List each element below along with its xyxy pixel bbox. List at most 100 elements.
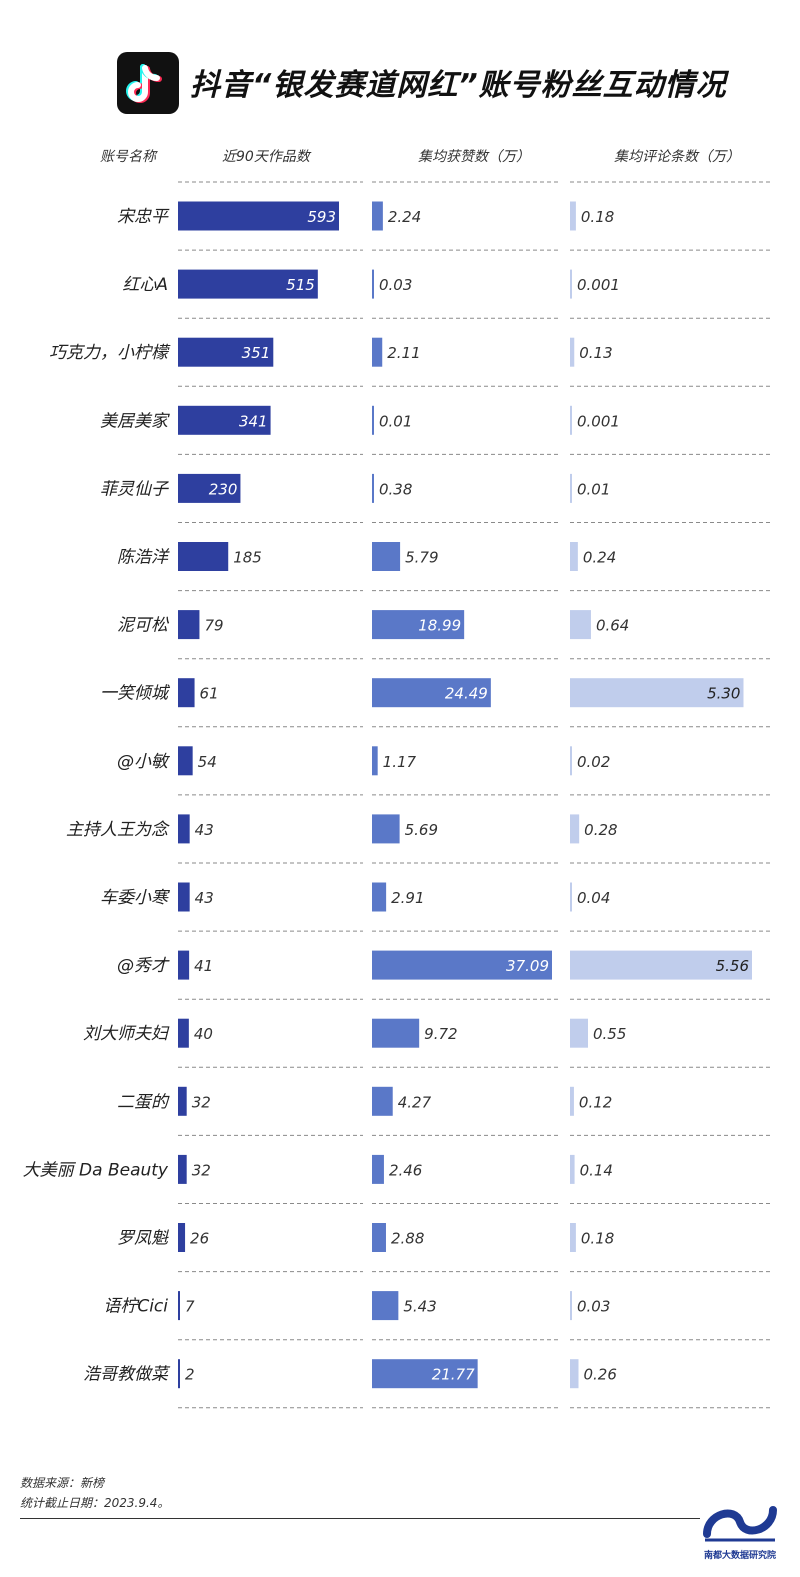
comments-bar	[570, 1223, 576, 1252]
comments-value-label: 0.18	[581, 1230, 614, 1248]
likes-value-label: 24.49	[445, 685, 488, 703]
likes-bar	[372, 473, 374, 503]
comments-value-label: 0.64	[596, 617, 629, 635]
comments-bar	[570, 1086, 574, 1116]
account-name-label: 刘大师夫妇	[83, 1024, 170, 1044]
works-bar	[178, 882, 190, 912]
works-bar	[178, 950, 190, 980]
works-bar	[178, 746, 193, 776]
likes-bar	[372, 1154, 384, 1184]
comments-value-label: 5.30	[707, 685, 740, 703]
chart-title: 抖音“银发赛道网红”账号粉丝互动情况	[190, 68, 727, 103]
tiktok-icon	[117, 52, 179, 114]
account-name-label: 语柠Cici	[103, 1297, 168, 1317]
works-value-label: 515	[286, 276, 315, 294]
account-name-label: 车委小寒	[100, 888, 170, 908]
comments-value-label: 0.02	[577, 753, 610, 771]
account-name-label: 菲灵仙子	[100, 479, 169, 499]
cutoff-date-note: 统计截止日期：2023.9.4。	[20, 1496, 170, 1510]
likes-value-label: 1.17	[383, 753, 417, 771]
works-value-label: 185	[233, 549, 262, 567]
column-header-comments: 集均评论条数（万）	[614, 149, 740, 165]
likes-bar	[372, 1223, 386, 1252]
likes-bar	[372, 1291, 399, 1321]
column-header-works: 近90天作品数	[222, 149, 310, 165]
comments-value-label: 0.01	[577, 480, 610, 498]
likes-bar	[372, 1086, 393, 1116]
comments-value-label: 0.001	[577, 412, 620, 430]
wave-logo-icon	[703, 1506, 777, 1542]
likes-bar	[372, 201, 383, 231]
likes-bar	[372, 269, 374, 299]
works-value-label: 351	[242, 344, 271, 362]
account-name-label: 主持人王为念	[66, 820, 170, 840]
likes-bar	[372, 1018, 420, 1048]
account-name-label: 红心A	[122, 275, 168, 295]
works-bar	[178, 405, 271, 435]
likes-value-label: 0.01	[379, 412, 412, 430]
comments-bar	[570, 678, 744, 708]
works-value-label: 32	[192, 1161, 211, 1179]
works-value-label: 2	[185, 1366, 195, 1384]
comments-bar	[570, 1359, 579, 1389]
works-value-label: 26	[190, 1230, 209, 1248]
likes-bar	[372, 950, 552, 980]
likes-value-label: 5.43	[403, 1298, 436, 1316]
works-bar	[178, 678, 195, 708]
works-value-label: 61	[200, 685, 219, 703]
likes-value-label: 5.69	[405, 821, 438, 839]
account-name-label: 大美丽 Da Beauty	[23, 1160, 169, 1180]
comments-value-label: 0.14	[580, 1161, 613, 1179]
comments-bar	[570, 542, 578, 571]
likes-bar	[372, 610, 465, 640]
works-bar	[178, 1018, 189, 1048]
likes-value-label: 2.88	[391, 1230, 424, 1248]
likes-bar	[372, 1359, 478, 1389]
works-value-label: 43	[195, 889, 214, 907]
likes-bar	[372, 678, 491, 708]
works-bar	[178, 610, 200, 640]
likes-value-label: 37.09	[506, 957, 549, 975]
comments-value-label: 5.56	[716, 957, 749, 975]
account-name-label: 一笑倾城	[100, 684, 171, 704]
account-name-label: 泥可松	[117, 616, 170, 636]
account-name-label: 宋忠平	[117, 207, 170, 227]
likes-value-label: 21.77	[432, 1366, 475, 1384]
likes-value-label: 4.27	[398, 1093, 432, 1111]
comments-value-label: 0.001	[577, 276, 620, 294]
works-value-label: 341	[239, 412, 268, 430]
likes-bar	[372, 746, 378, 776]
likes-value-label: 2.91	[391, 889, 424, 907]
comments-bar	[570, 882, 572, 912]
comments-bar	[570, 473, 572, 503]
account-name-label: @小敏	[117, 752, 170, 772]
comments-value-label: 0.18	[581, 208, 614, 226]
comments-bar	[570, 610, 591, 640]
works-value-label: 54	[198, 753, 217, 771]
works-bar	[178, 269, 318, 299]
works-value-label: 41	[194, 957, 213, 975]
comments-bar	[570, 1018, 589, 1048]
brand-name: 南都大数据研究院	[703, 1551, 776, 1561]
likes-bar	[372, 882, 387, 912]
likes-value-label: 2.46	[389, 1161, 422, 1179]
comments-value-label: 0.04	[577, 889, 610, 907]
works-bar	[178, 1291, 180, 1321]
comments-value-label: 0.24	[583, 549, 616, 567]
comments-bar	[570, 337, 575, 367]
column-header-likes: 集均获赞数（万）	[418, 149, 530, 165]
likes-value-label: 2.11	[387, 344, 420, 362]
account-name-label: 罗凤魁	[117, 1229, 169, 1249]
comments-value-label: 0.03	[577, 1298, 610, 1316]
comments-bar	[570, 746, 572, 776]
data-source-note: 数据来源：新榜	[20, 1476, 105, 1490]
works-value-label: 43	[195, 821, 214, 839]
likes-bar	[372, 337, 383, 367]
works-value-label: 40	[194, 1025, 213, 1043]
footer-divider	[20, 1518, 700, 1519]
works-bar	[178, 814, 190, 844]
account-name-label: 陈浩洋	[117, 548, 170, 568]
comments-bar	[570, 950, 752, 980]
comments-value-label: 0.28	[584, 821, 617, 839]
